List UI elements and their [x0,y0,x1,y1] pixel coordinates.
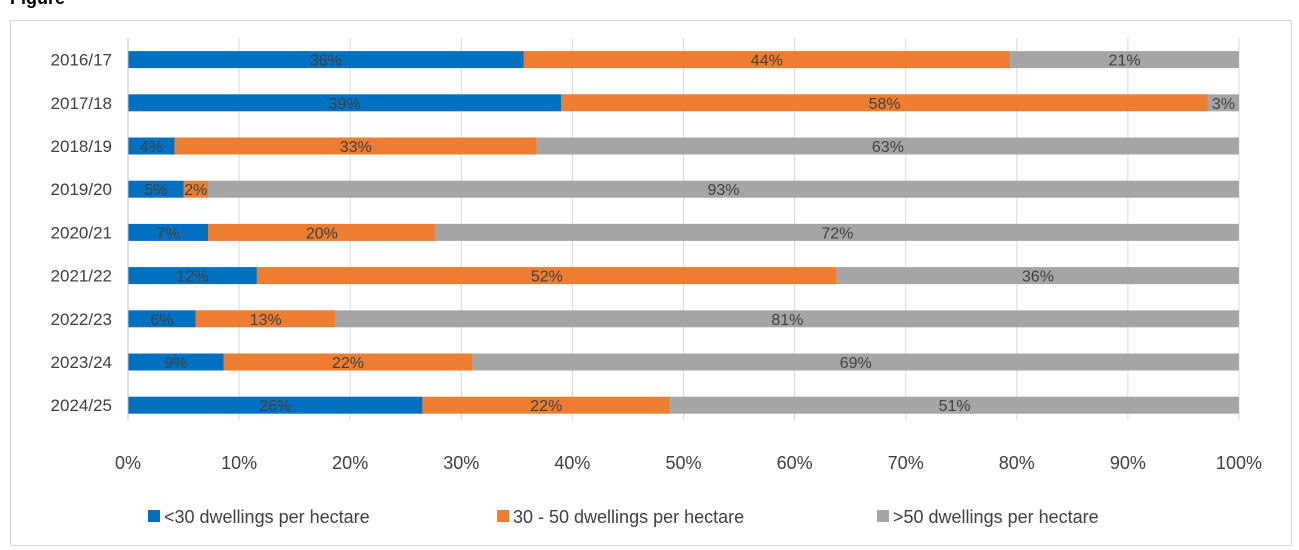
legend-swatch [877,510,889,522]
data-label: 12% [176,269,208,286]
chart-title-cropped: Figure [0,0,1299,8]
x-tick-label: 50% [665,453,701,473]
bar-segment [335,310,1240,328]
x-tick-label: 100% [1216,453,1262,473]
x-tick-label: 40% [554,453,590,473]
data-label: 44% [751,53,783,70]
x-tick-label: 90% [1110,453,1146,473]
data-label: 20% [306,225,338,242]
bar-segment [195,310,336,328]
bar-segment [207,180,1240,198]
data-label: 81% [771,312,803,329]
legend-label: <30 dwellings per hectare [164,507,370,527]
category-label: 2019/20 [51,180,112,199]
bar-segment [670,396,1239,414]
bar-segment [435,223,1239,241]
data-label: 33% [340,139,372,156]
bar-segment [128,51,524,69]
category-label: 2016/17 [51,51,112,70]
data-label: 63% [872,139,904,156]
data-label: 13% [250,312,282,329]
bar-segment [128,353,224,371]
data-label: 22% [530,398,562,415]
bar-segment [128,310,196,328]
bar-segment [536,137,1239,155]
data-label: 69% [840,355,872,372]
data-label: 93% [707,182,739,199]
bar-segment [174,137,537,155]
category-label: 2021/22 [51,267,112,286]
bar-segment [128,223,208,241]
chart-title-text: Figure [10,0,65,8]
bars: 36% 44% 21% 39% 58% 3% 4% 33% 63% 5% 2% 93% 7% 20% 72%… [128,51,1240,415]
bar-segment [836,267,1239,285]
data-label: 6% [150,312,173,329]
bar-segment [256,267,837,285]
category-label: 2017/18 [51,94,112,113]
data-label: 3% [1212,96,1235,113]
data-label: 58% [869,96,901,113]
bar-segment [561,94,1208,112]
data-label: 22% [332,355,364,372]
x-tick-label: 0% [115,453,141,473]
data-label: 2% [184,182,207,199]
data-label: 7% [156,225,179,242]
legend-swatch [148,510,160,522]
data-label: 4% [140,139,163,156]
bar-segment [1010,51,1239,69]
bar-segment [128,396,423,414]
data-label: 36% [1022,269,1054,286]
bar-segment [223,353,473,371]
category-label: 2023/24 [51,353,112,372]
bar-segment [183,180,208,198]
x-tick-label: 80% [999,453,1035,473]
legend-swatch [497,510,509,522]
data-label: 26% [259,398,291,415]
bar-segment [472,353,1239,371]
legend: <30 dwellings per hectare 30 - 50 dwellin… [148,507,1099,527]
data-label: 9% [164,355,187,372]
x-tick-label: 20% [332,453,368,473]
data-label: 72% [821,225,853,242]
bar-segment [128,180,184,198]
data-label: 5% [144,182,167,199]
bar-segment [523,51,1011,69]
category-label: 2018/19 [51,137,112,156]
legend-label: >50 dwellings per hectare [893,507,1099,527]
bar-segment [128,137,175,155]
category-label: 2024/25 [51,396,112,415]
category-label: 2020/21 [51,223,112,242]
legend-label: 30 - 50 dwellings per hectare [513,507,744,527]
data-label: 36% [310,53,342,70]
data-label: 21% [1109,53,1141,70]
bar-segment [128,267,257,285]
x-tick-label: 60% [777,453,813,473]
data-label: 52% [531,269,563,286]
category-label: 2022/23 [51,310,112,329]
axes: 0% 10% 20% 30% 40% 50% 60% 70% 80% 90% 100% 2016/17… [51,38,1262,473]
x-tick-label: 70% [888,453,924,473]
data-label: 39% [329,96,361,113]
x-tick-label: 10% [221,453,257,473]
bar-segment [1207,94,1239,112]
data-label: 51% [939,398,971,415]
bar-segment [128,94,562,112]
bar-segment [207,223,436,241]
x-tick-label: 30% [443,453,479,473]
bar-segment [422,396,671,414]
